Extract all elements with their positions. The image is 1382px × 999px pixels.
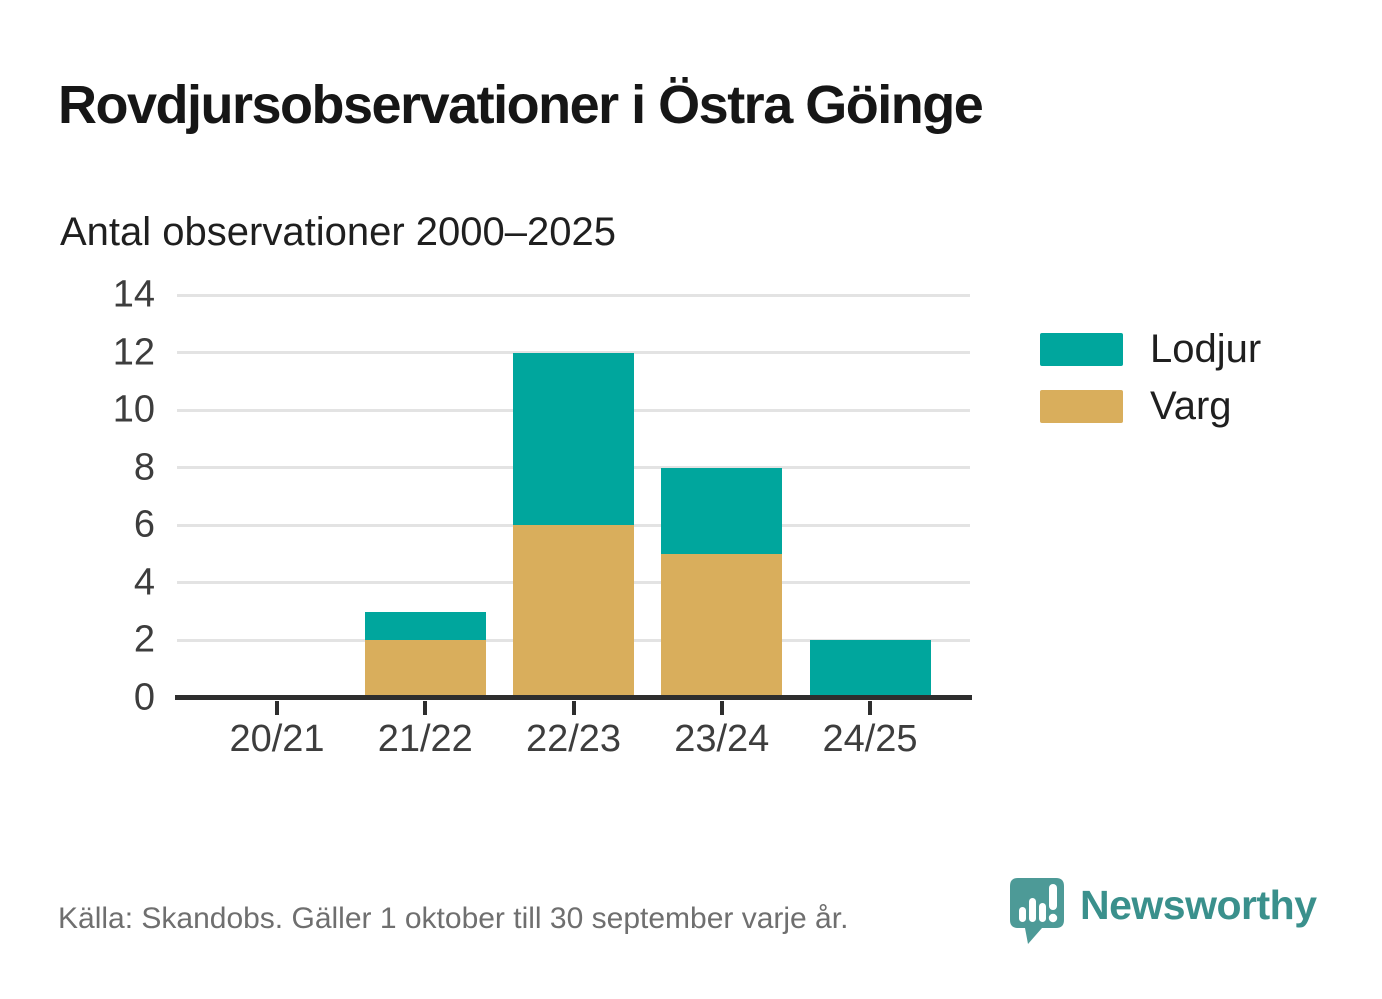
- y-tick-label: 6: [133, 503, 155, 546]
- x-tick: [719, 701, 724, 715]
- legend-swatch: [1040, 333, 1123, 366]
- bar-segment-varg-21/22: [364, 640, 486, 698]
- bar-segment-lodjur-21/22: [364, 611, 486, 641]
- y-tick-label: 8: [133, 446, 155, 489]
- x-tick: [571, 701, 576, 715]
- legend-label: Varg: [1150, 384, 1232, 428]
- x-axis-baseline: [175, 695, 972, 700]
- legend-swatch: [1040, 390, 1123, 423]
- legend-item-varg: Varg: [1040, 384, 1261, 428]
- newsworthy-brand: Newsworthy: [1008, 876, 1317, 946]
- gridline: [177, 351, 970, 355]
- y-tick-label: 0: [133, 676, 155, 719]
- x-tick-label: 20/21: [229, 718, 325, 760]
- gridline: [177, 293, 970, 297]
- legend: Lodjur Varg: [1040, 327, 1261, 447]
- x-tick-label: 23/24: [674, 718, 770, 760]
- y-tick-label: 4: [133, 561, 155, 604]
- bar-segment-lodjur-23/24: [661, 467, 783, 555]
- y-tick-label: 12: [112, 331, 155, 374]
- source-note: Källa: Skandobs. Gäller 1 oktober till 3…: [58, 902, 849, 935]
- bar-chart-plot-area: [175, 293, 972, 715]
- bar-segment-lodjur-24/25: [809, 640, 931, 698]
- chart-subtitle: Antal observationer 2000–2025: [60, 210, 616, 254]
- bar-segment-varg-23/24: [661, 554, 783, 698]
- newsworthy-logo-icon: [1010, 878, 1064, 944]
- x-tick: [275, 701, 279, 715]
- x-tick-label: 21/22: [377, 718, 473, 760]
- newsworthy-wordmark: Newsworthy: [1080, 882, 1317, 928]
- bar-segment-lodjur-22/23: [513, 352, 634, 526]
- y-tick-label: 14: [112, 273, 155, 316]
- x-tick-label: 22/23: [525, 718, 622, 760]
- legend-label: Lodjur: [1150, 327, 1262, 371]
- y-tick-label: 2: [133, 618, 155, 661]
- page-title: Rovdjursobservationer i Östra Göinge: [58, 75, 984, 135]
- legend-item-lodjur: Lodjur: [1040, 327, 1261, 371]
- x-tick: [423, 701, 428, 715]
- x-tick-label: 24/25: [822, 718, 918, 760]
- x-tick: [868, 701, 872, 715]
- bar-segment-varg-22/23: [513, 525, 634, 698]
- y-tick-label: 10: [112, 388, 155, 431]
